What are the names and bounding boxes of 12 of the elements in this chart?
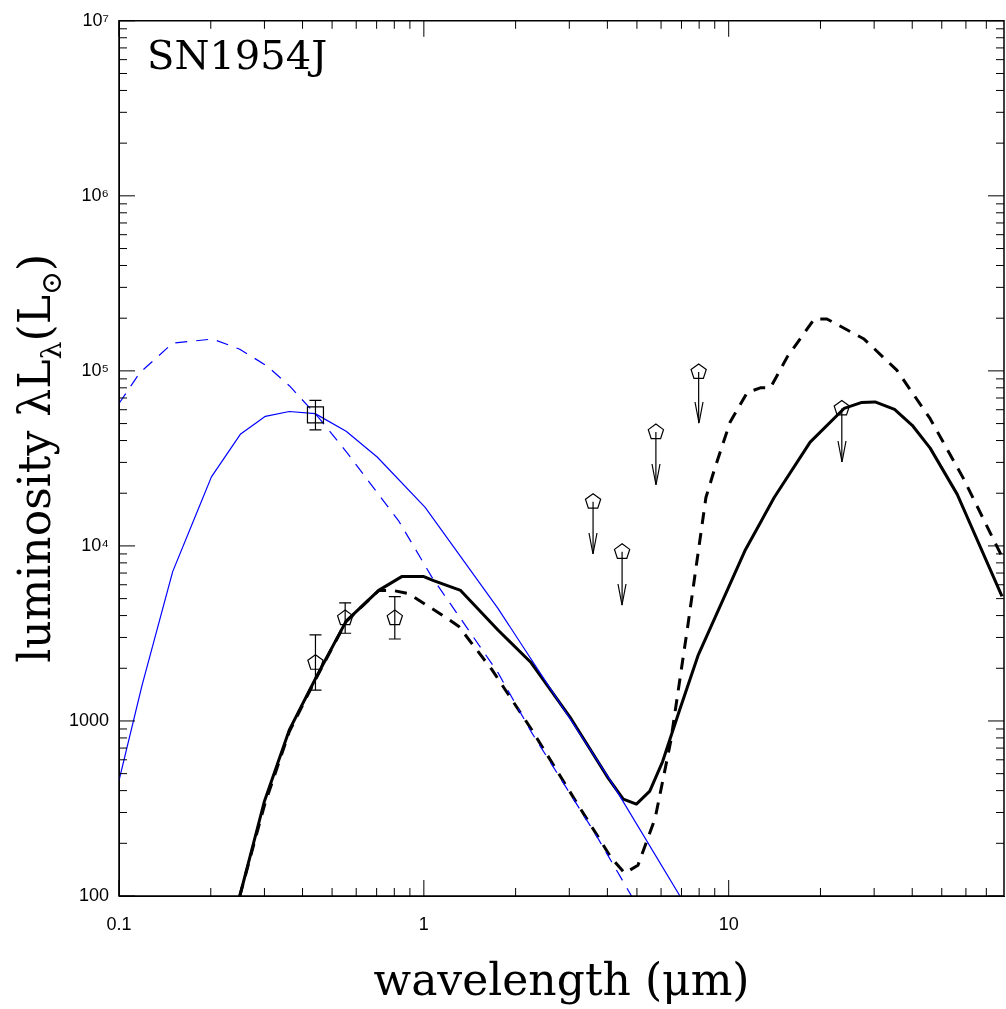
x-tick-label: 10 bbox=[718, 913, 739, 934]
x-tick-label: 0.1 bbox=[106, 913, 132, 934]
y-tick-label: 10⁷ bbox=[82, 9, 109, 30]
annotation: SN1954J bbox=[147, 32, 328, 79]
y-axis-title: luminosity λLλ(L⊙) bbox=[9, 253, 68, 663]
y-tick-label: 10⁴ bbox=[81, 534, 109, 555]
y-tick-label: 100 bbox=[78, 884, 109, 905]
y-tick-label: 1000 bbox=[68, 709, 109, 730]
x-tick-label: 1 bbox=[418, 913, 429, 934]
y-tick-label: 10⁵ bbox=[81, 359, 109, 380]
x-axis-title: wavelength (μm) bbox=[373, 954, 750, 1005]
y-tick-label: 10⁶ bbox=[81, 184, 109, 205]
